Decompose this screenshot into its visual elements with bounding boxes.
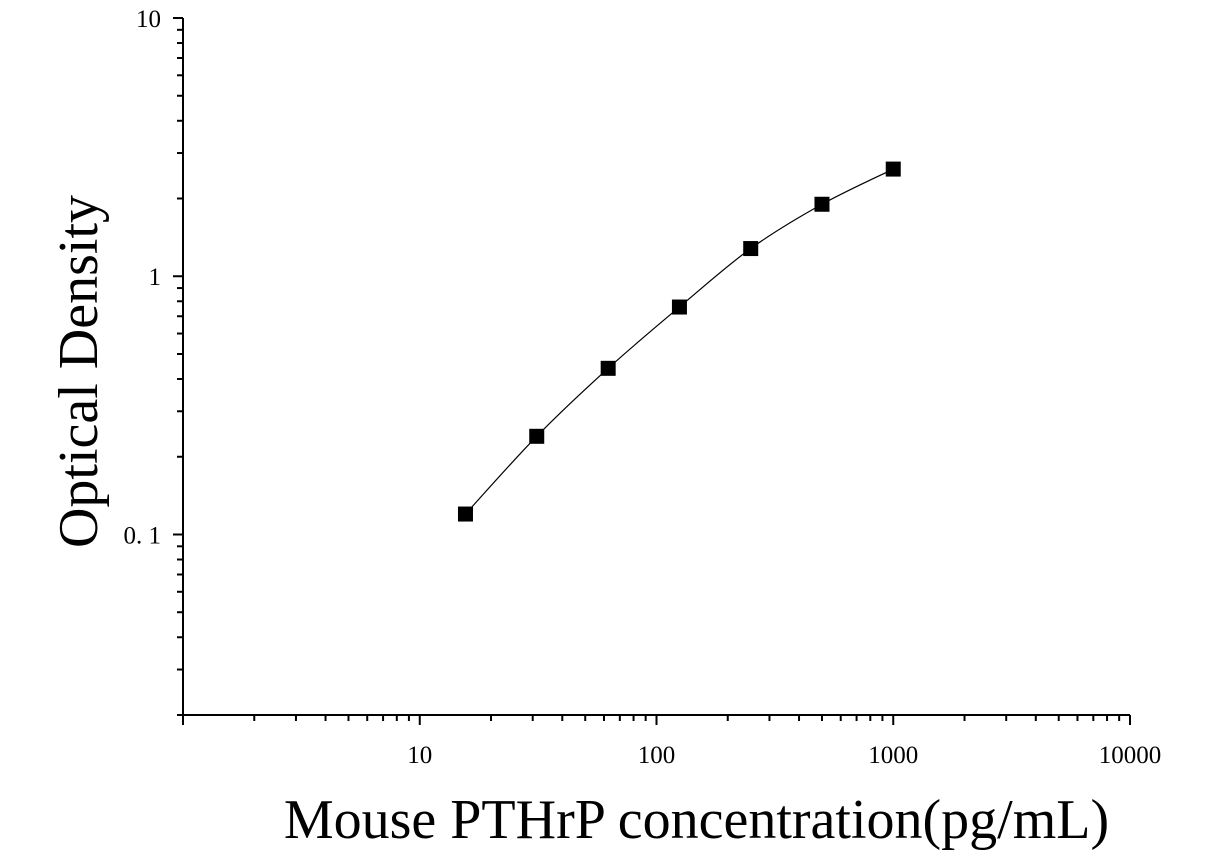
fit-curve-layer — [465, 168, 894, 515]
x-tick-label: 100 — [638, 742, 676, 769]
x-tick-label: 1000 — [868, 742, 918, 769]
data-point — [671, 299, 687, 315]
x-tick-label: 10000 — [1099, 742, 1162, 769]
data-point — [457, 506, 473, 522]
y-tick-label: 0. 1 — [124, 522, 162, 549]
data-point — [814, 196, 830, 212]
axes — [173, 17, 1131, 725]
data-points-layer — [457, 161, 901, 522]
tick-labels-layer: 10 100 1000 10000 0. 1 1 10 — [124, 6, 1162, 769]
y-axis-title: Optical Density — [48, 195, 110, 548]
y-tick-label: 1 — [149, 264, 162, 291]
data-point — [529, 428, 545, 444]
data-point — [743, 241, 759, 257]
x-tick-label: 10 — [407, 742, 432, 769]
x-axis-title: Mouse PTHrP concentration(pg/mL) — [284, 789, 1109, 851]
fit-curve — [465, 168, 894, 515]
data-point — [885, 161, 901, 177]
data-point — [600, 360, 616, 376]
y-tick-label: 10 — [136, 6, 161, 33]
